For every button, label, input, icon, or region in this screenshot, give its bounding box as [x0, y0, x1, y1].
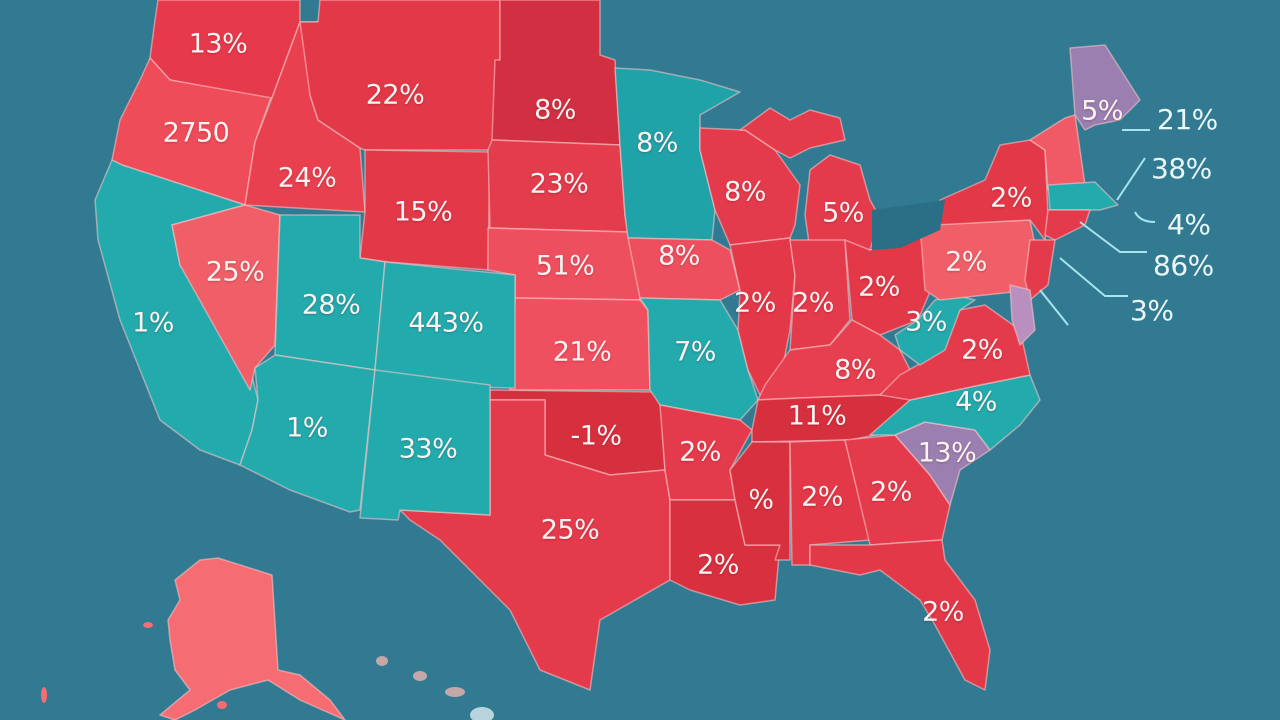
label-mo: 7% [674, 336, 716, 368]
callout-label-3: 4% [1167, 208, 1211, 241]
ak-island-2 [41, 687, 47, 703]
state-fl[interactable] [809, 539, 991, 691]
label-or: 2750 [162, 117, 230, 149]
callout-label-1: 21% [1157, 103, 1218, 136]
state-mo[interactable] [639, 297, 759, 421]
state-tx[interactable] [399, 399, 671, 691]
label-oh: 2% [858, 271, 900, 303]
label-wv: 3% [905, 306, 947, 338]
label-ga: 2% [870, 476, 912, 508]
label-in: 2% [792, 287, 834, 319]
label-ok: -1% [570, 420, 622, 452]
label-ia: 8% [658, 240, 700, 272]
callout-label-2: 38% [1151, 152, 1212, 185]
label-va: 2% [961, 334, 1003, 366]
state-nm[interactable] [359, 369, 491, 521]
label-wi: 8% [724, 176, 766, 208]
label-nm: 33% [398, 433, 458, 465]
label-tn: 11% [787, 400, 847, 432]
label-nv: 25% [205, 256, 265, 288]
state-ny[interactable] [934, 139, 1049, 241]
label-pa: 2% [945, 246, 987, 278]
label-mi: 5% [822, 197, 864, 229]
label-id: 24% [277, 162, 337, 194]
state-de-md[interactable] [1009, 284, 1036, 346]
callout-label-5: 3% [1130, 294, 1174, 327]
hi-island-2 [413, 671, 427, 681]
label-ms: % [748, 484, 774, 516]
state-ak[interactable] [159, 557, 346, 720]
label-ny: 2% [990, 182, 1032, 214]
state-wi[interactable] [699, 127, 801, 246]
leader-line-3 [1134, 211, 1156, 223]
leader-line-2 [1116, 157, 1146, 201]
label-sd: 23% [529, 168, 589, 200]
label-ut: 28% [301, 289, 361, 321]
label-nd: 8% [534, 94, 576, 126]
lake-erie [872, 200, 945, 250]
leader-line-5 [1059, 257, 1128, 297]
label-al: 2% [801, 481, 843, 513]
state-nj[interactable] [1024, 239, 1056, 301]
label-ks: 21% [552, 336, 612, 368]
ak-island-1 [143, 622, 153, 628]
state-nv[interactable] [171, 204, 281, 391]
label-me: 5% [1081, 95, 1123, 127]
label-co: 443% [408, 307, 484, 339]
label-ne: 51% [535, 250, 595, 282]
label-ar: 2% [679, 436, 721, 468]
label-mt: 22% [365, 79, 425, 111]
hi-island-3 [445, 687, 465, 697]
label-az: 1% [286, 412, 328, 444]
leader-line-4 [1079, 221, 1147, 253]
hi-island-4 [470, 707, 494, 720]
ak-island-3 [217, 701, 227, 709]
label-wy: 15% [393, 196, 453, 228]
label-il: 2% [734, 287, 776, 319]
state-mt[interactable] [299, 0, 501, 151]
state-mi-upper[interactable] [739, 107, 846, 159]
label-ky: 8% [834, 354, 876, 386]
label-tx: 25% [540, 514, 600, 546]
state-ct-ri[interactable] [1044, 209, 1091, 241]
label-mn: 8% [636, 127, 678, 159]
label-ca: 1% [132, 307, 174, 339]
label-fl: 2% [922, 596, 964, 628]
state-me[interactable] [1069, 44, 1141, 131]
hi-island-1 [376, 656, 388, 666]
label-nc: 4% [955, 386, 997, 418]
leader-line-6 [1039, 289, 1069, 326]
state-ma[interactable] [1047, 181, 1119, 211]
label-la: 2% [697, 549, 739, 581]
label-wa: 13% [188, 28, 248, 60]
callout-label-4: 86% [1153, 249, 1214, 282]
label-sc: 13% [917, 437, 977, 469]
